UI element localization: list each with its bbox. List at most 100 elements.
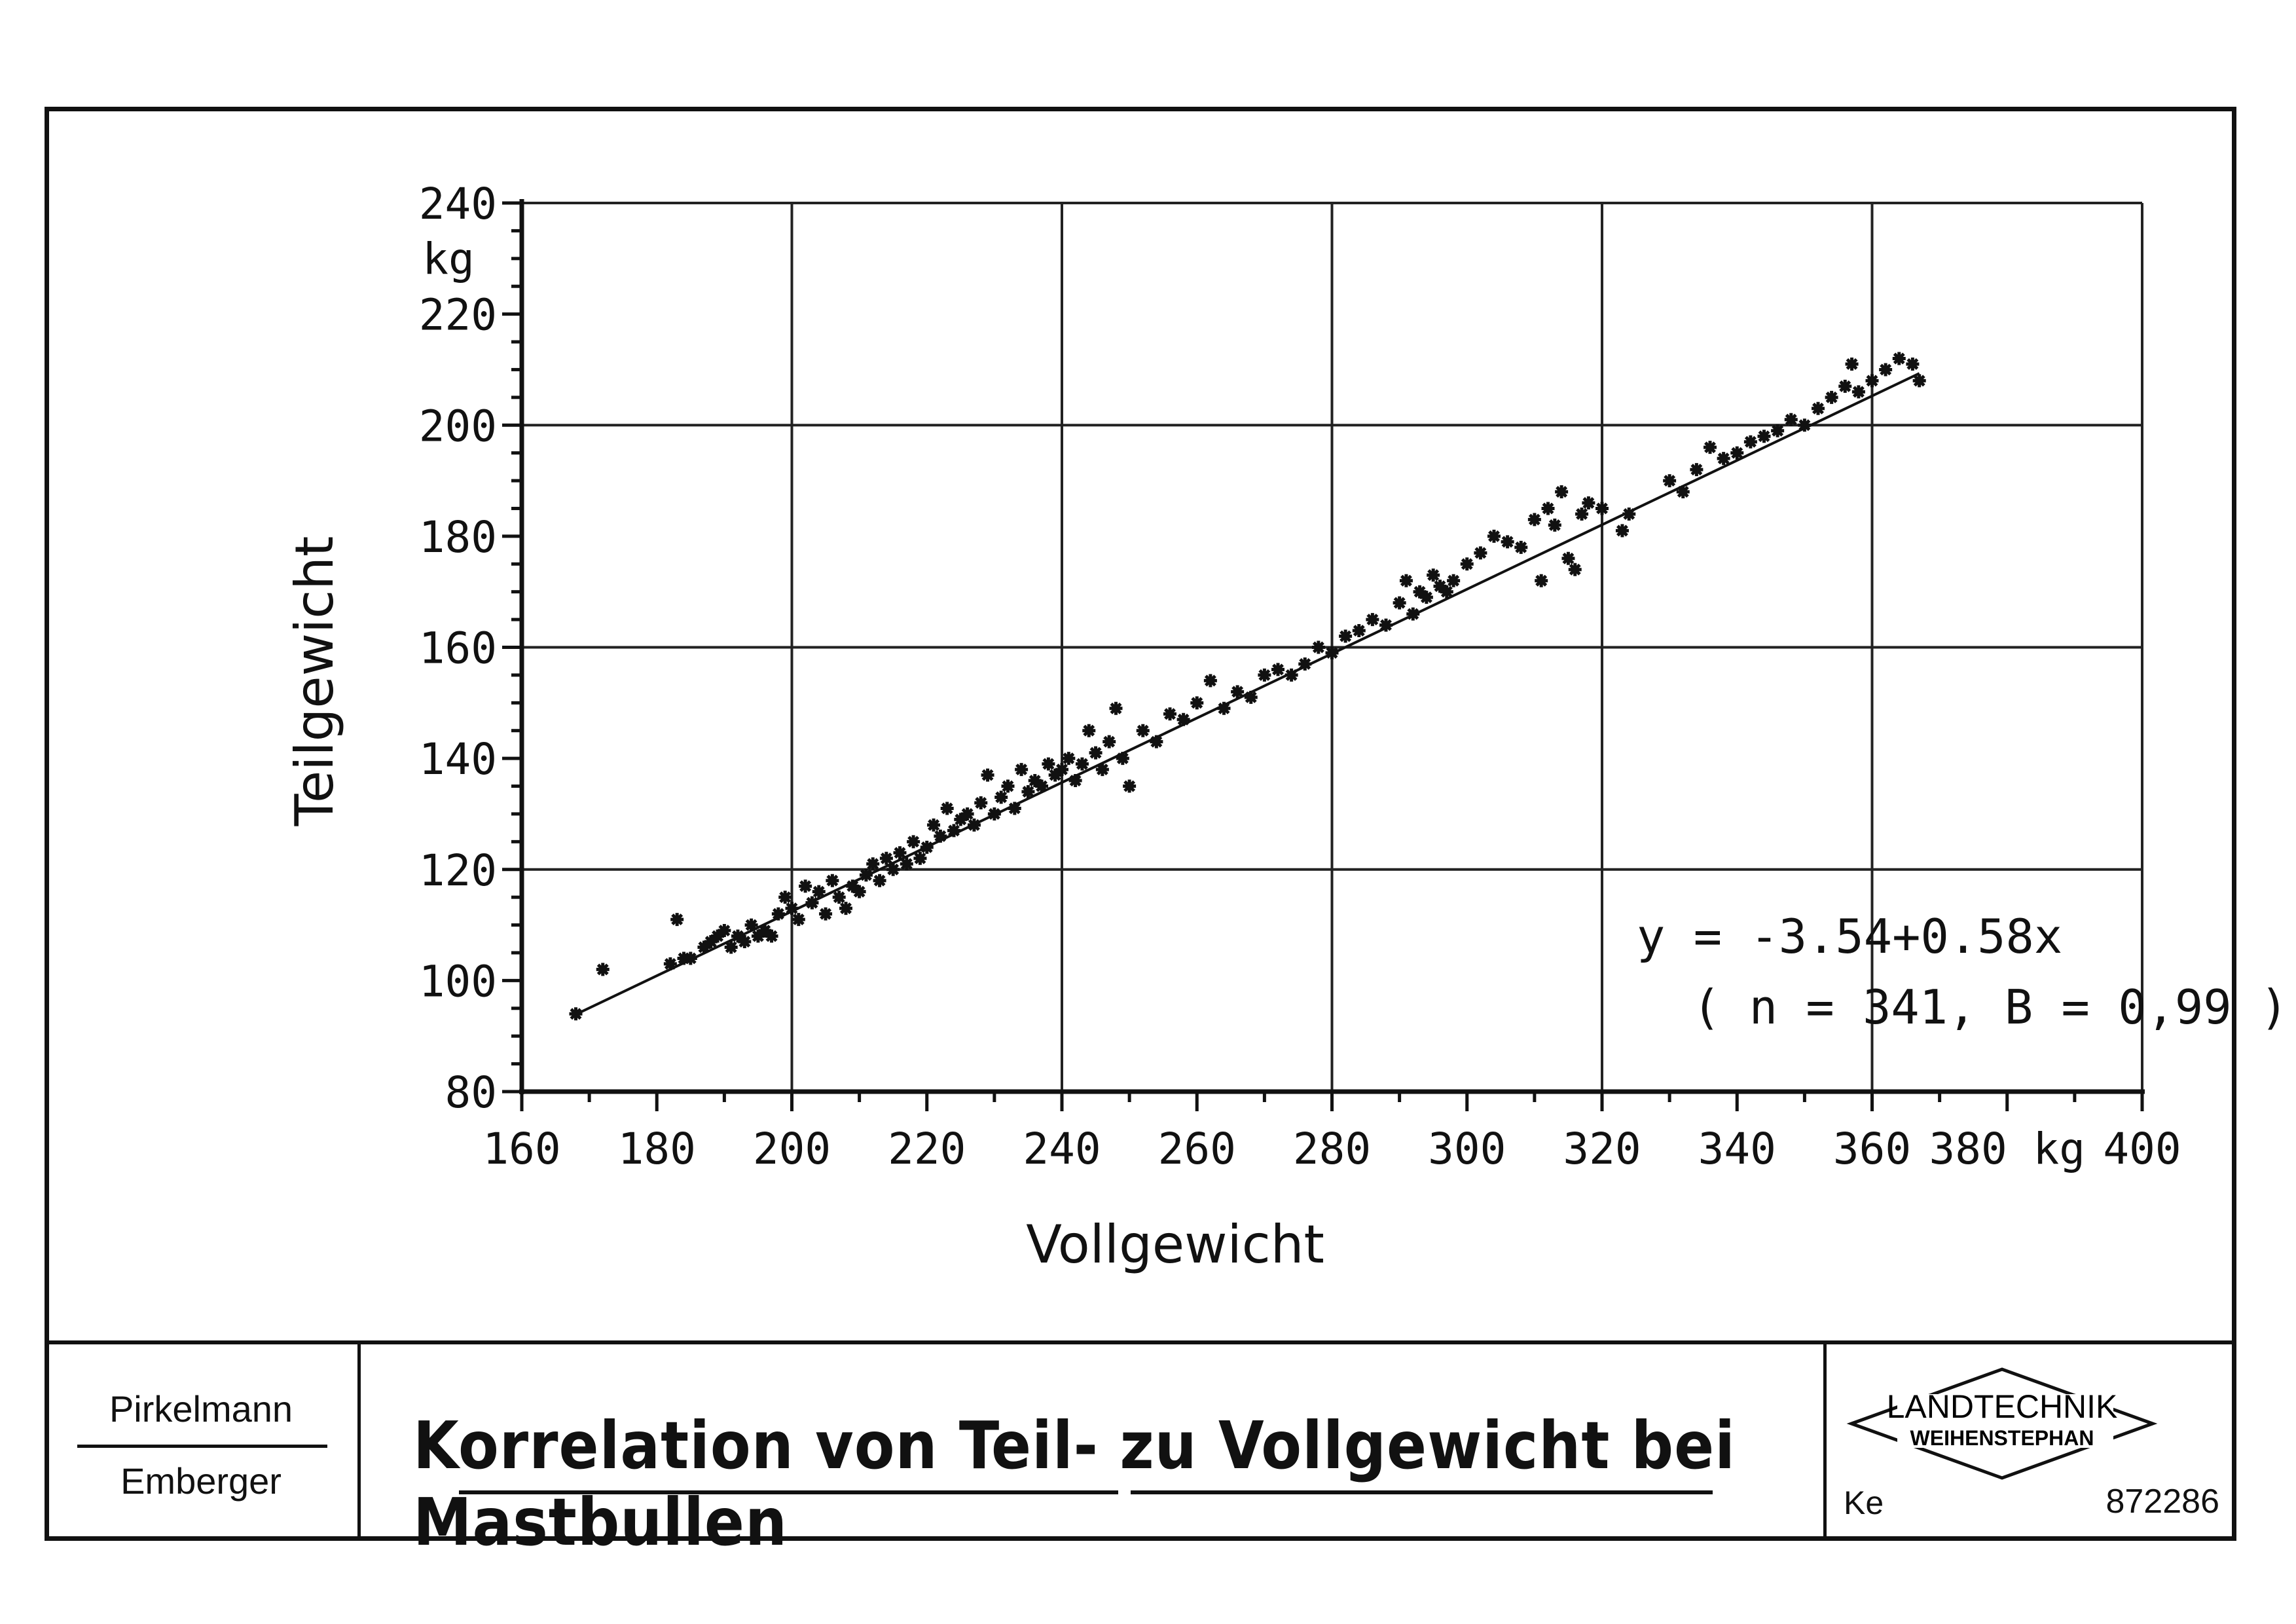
scatter-chart: 160 180 200 220 240 260 280 300 320 340 360 380 kg 4… xyxy=(284,179,2288,1275)
x-tick-labels: 160 180 200 220 240 260 280 300 320 340 360 380 kg 4… xyxy=(483,1124,2181,1174)
data-point xyxy=(1190,696,1204,710)
data-point xyxy=(1717,452,1730,466)
author-divider xyxy=(77,1445,327,1448)
data-point xyxy=(947,824,960,838)
data-point xyxy=(1075,757,1089,771)
title-cell: Korrelation von Teil- zu Vollgewicht bei… xyxy=(361,1344,1827,1560)
logo-line-2: WEIHENSTEPHAN xyxy=(1910,1426,2094,1450)
author-secondary: Emberger xyxy=(120,1460,282,1502)
y-tick-label: 240 xyxy=(419,179,497,229)
y-tick-label: 200 xyxy=(419,401,497,451)
data-point xyxy=(1771,424,1785,437)
data-point xyxy=(785,902,799,915)
data-point xyxy=(1845,357,1859,371)
regression-stats: ( n = 341, B = 0,99 ) xyxy=(1692,980,2288,1035)
data-point xyxy=(751,929,765,943)
data-point xyxy=(1838,379,1852,393)
data-point xyxy=(677,951,691,965)
data-point xyxy=(1163,707,1176,721)
data-point xyxy=(744,918,758,932)
x-tick-label: 360 xyxy=(1833,1124,1911,1174)
data-point xyxy=(913,851,927,865)
data-point xyxy=(1690,463,1704,477)
landtechnik-logo: LANDTECHNIK WEIHENSTEPHAN xyxy=(1846,1367,2158,1480)
data-point xyxy=(1663,474,1677,488)
data-point xyxy=(981,768,994,782)
data-point xyxy=(1231,685,1245,699)
data-point xyxy=(1021,785,1035,799)
data-point xyxy=(1176,712,1190,726)
data-point xyxy=(1089,746,1102,760)
drafter-initials: Ke xyxy=(1844,1485,1884,1521)
data-point xyxy=(1474,546,1487,560)
data-point xyxy=(832,891,846,904)
axes xyxy=(502,199,2145,1111)
data-point xyxy=(778,891,792,904)
data-point xyxy=(826,874,839,887)
data-point xyxy=(812,885,826,898)
data-point xyxy=(1548,518,1561,532)
data-point xyxy=(1008,802,1021,815)
data-point xyxy=(1514,540,1528,554)
data-point xyxy=(1582,496,1595,509)
title-underline-left xyxy=(459,1490,1118,1494)
data-point xyxy=(1379,618,1393,632)
data-point xyxy=(704,935,718,949)
data-point xyxy=(1851,385,1865,399)
x-tick-label: 380 kg xyxy=(1929,1124,2085,1174)
data-point xyxy=(1082,724,1096,737)
data-point xyxy=(893,846,907,860)
data-point xyxy=(1561,551,1575,565)
y-tick-label: 80 xyxy=(445,1067,497,1118)
data-point xyxy=(1535,574,1548,587)
data-point xyxy=(1028,774,1042,788)
data-point xyxy=(1055,763,1068,777)
data-point xyxy=(1433,580,1447,593)
data-point xyxy=(1784,413,1798,426)
data-point xyxy=(1413,585,1427,599)
data-point xyxy=(1123,779,1137,793)
regression-line xyxy=(575,372,1920,1016)
x-axis-label: Vollgewicht xyxy=(1026,1214,1324,1275)
data-point xyxy=(792,913,805,927)
x-tick-label: 200 xyxy=(753,1124,831,1174)
data-point xyxy=(1912,374,1926,388)
x-tick-label: 220 xyxy=(888,1124,966,1174)
data-point xyxy=(771,907,785,921)
x-tick-label: 400 xyxy=(2103,1124,2181,1174)
data-point xyxy=(711,929,725,943)
data-point xyxy=(1427,568,1440,582)
title-block: Pirkelmann Emberger Korrelation von Teil… xyxy=(45,1340,2236,1560)
data-point xyxy=(663,957,677,970)
data-point xyxy=(839,902,852,915)
data-point xyxy=(1704,441,1717,454)
y-tick-label: 100 xyxy=(419,956,497,1006)
data-point xyxy=(1487,529,1501,543)
data-point xyxy=(1203,674,1217,688)
title-underline-right xyxy=(1131,1490,1713,1494)
x-tick-label: 300 xyxy=(1428,1124,1506,1174)
data-point xyxy=(1825,390,1838,404)
data-point xyxy=(907,835,920,849)
data-point xyxy=(1460,557,1474,571)
data-point xyxy=(866,857,880,871)
data-point xyxy=(1892,352,1906,365)
data-point xyxy=(1879,363,1893,377)
regression-equation: y = -3.54+0.58x xyxy=(1637,909,2062,964)
y-axis-unit: kg xyxy=(422,234,474,284)
data-point xyxy=(758,924,772,938)
y-tick-labels: 80 100 120 140 160 180 200 220 240 xyxy=(419,179,497,1118)
data-point xyxy=(1068,774,1082,788)
data-point xyxy=(1575,507,1589,521)
y-tick-label: 180 xyxy=(419,512,497,563)
x-tick-label: 260 xyxy=(1158,1124,1236,1174)
x-tick-label: 160 xyxy=(483,1124,560,1174)
data-point xyxy=(1311,640,1325,654)
data-point xyxy=(1035,779,1049,793)
data-point xyxy=(1366,613,1379,627)
data-point xyxy=(960,807,974,821)
data-point xyxy=(1440,585,1453,599)
data-point xyxy=(1042,757,1055,771)
data-point xyxy=(1447,574,1461,587)
data-point xyxy=(873,874,886,887)
